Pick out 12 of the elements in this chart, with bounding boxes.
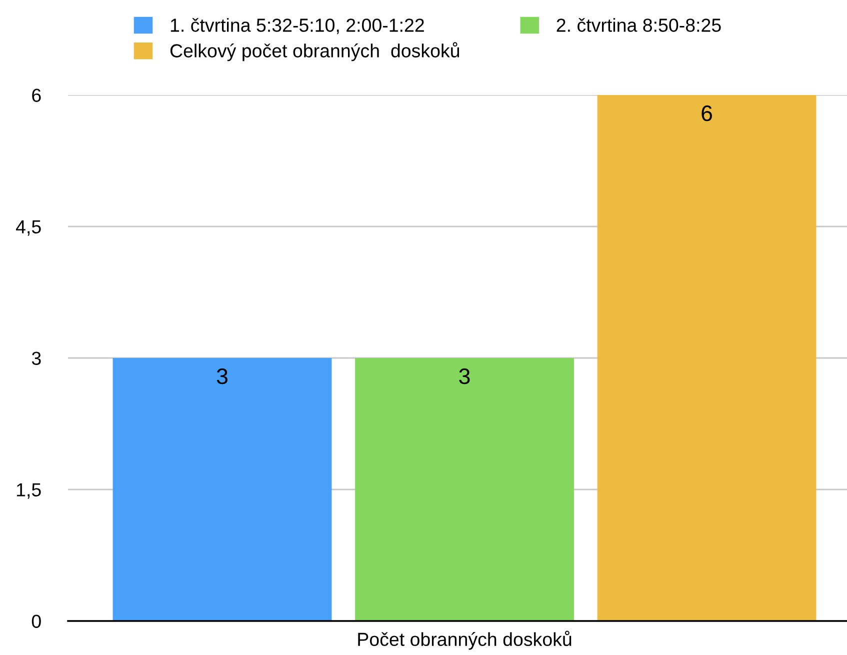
legend-label: Celkový počet obranných doskoků	[170, 42, 460, 62]
y-tick-label: 0	[32, 614, 41, 628]
y-tick-label: 4,5	[16, 220, 41, 236]
x-tick-label: Počet obranných doskoků	[358, 630, 572, 650]
data-label: 6	[702, 105, 712, 122]
legend-label: 2. čtvrtina 8:50-8:25	[556, 18, 721, 32]
data-label: 3	[216, 368, 228, 384]
y-tick-label: 3	[32, 352, 41, 365]
data-label: 3	[459, 368, 470, 384]
y-tick-label: 1,5	[16, 483, 41, 499]
legend-label: 1. čtvrtina 5:32-5:10, 2:00-1:22	[170, 18, 424, 34]
y-tick-label: 6	[32, 88, 41, 102]
